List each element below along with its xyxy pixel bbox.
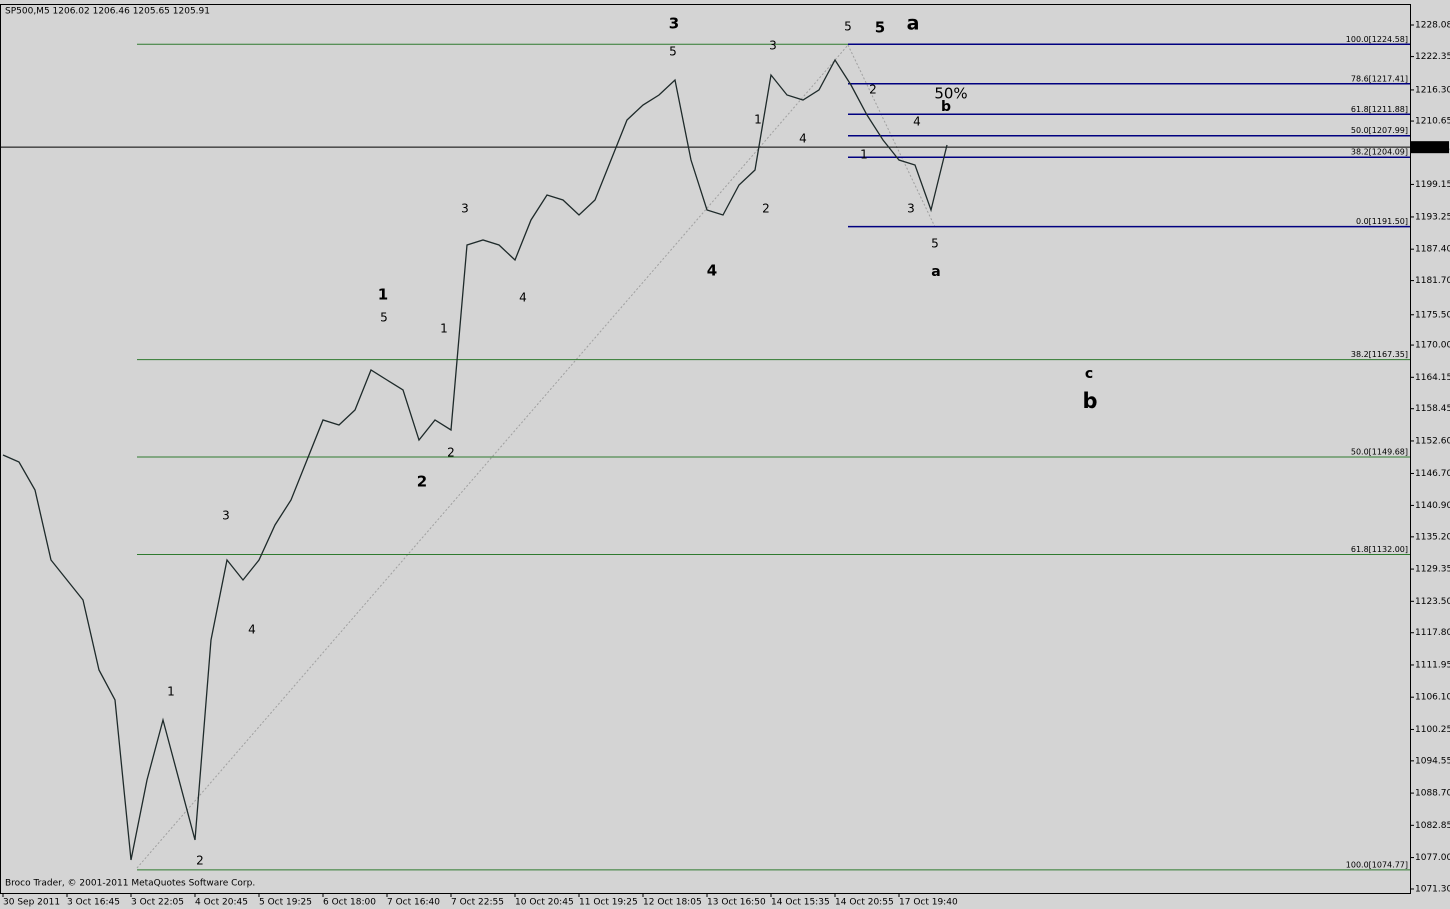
y-tick-label: 1187.40 (1415, 245, 1450, 255)
x-tick-label: 12 Oct 18:05 (643, 898, 702, 908)
fib-label: 100.0[1224.58] (1346, 35, 1408, 44)
wave-label: 2 (762, 202, 770, 216)
wave-label: c (1085, 366, 1093, 382)
wave-label: 1 (440, 322, 448, 336)
wave-label: 3 (461, 202, 469, 216)
wave-label: 3 (907, 202, 915, 216)
y-tick-label: 1158.45 (1415, 404, 1450, 414)
wave-label: 5 (931, 237, 939, 251)
y-tick-label: 1088.70 (1415, 789, 1450, 799)
wave-label: 3 (669, 15, 679, 33)
wave-label: 1 (167, 685, 175, 699)
x-tick-label: 3 Oct 16:45 (67, 898, 120, 908)
wave-label: 4 (248, 623, 256, 637)
y-tick-label: 1181.70 (1415, 276, 1450, 286)
plot-frame (0, 4, 1411, 894)
y-tick-label: 1082.85 (1415, 821, 1450, 831)
wave-label: 4 (913, 115, 921, 129)
x-tick-label: 11 Oct 19:25 (579, 898, 638, 908)
y-tick-label: 1175.50 (1415, 310, 1450, 320)
chart-title: SP500,M5 1206.02 1206.46 1205.65 1205.91 (5, 7, 210, 17)
wave-label: 3 (769, 39, 777, 53)
x-tick-label: 30 Sep 2011 (3, 898, 60, 908)
x-tick-label: 4 Oct 20:45 (195, 898, 248, 908)
wave-label: 5 (380, 311, 388, 325)
fib-label: 38.2[1204.09] (1351, 148, 1408, 157)
wave-label: 4 (707, 262, 717, 280)
wave-label: b (1082, 389, 1097, 413)
y-tick-label: 1100.25 (1415, 725, 1450, 735)
fib-label: 61.8[1211.88] (1351, 105, 1408, 114)
y-tick-label: 1123.50 (1415, 597, 1450, 607)
wave-label: a (907, 13, 920, 35)
x-tick-label: 6 Oct 18:00 (323, 898, 376, 908)
wave-label: 5 (875, 19, 885, 37)
x-tick-label: 7 Oct 16:40 (387, 898, 440, 908)
wave-label: 1 (860, 148, 868, 162)
wave-label: 1 (754, 113, 762, 127)
footer: Broco Trader, © 2001-2011 MetaQuotes Sof… (5, 879, 255, 889)
wave-label: 2 (869, 83, 877, 97)
wave-label: 2 (196, 854, 204, 868)
y-tick-label: 1228.08 (1415, 21, 1450, 31)
x-tick-label: 13 Oct 16:50 (707, 898, 766, 908)
price-box (1411, 141, 1449, 154)
wave-label: 3 (222, 509, 230, 523)
fib-label: 61.8[1132.00] (1351, 545, 1408, 554)
y-tick-label: 1111.95 (1415, 660, 1450, 670)
y-tick-label: 1216.30 (1415, 85, 1450, 95)
y-tick-label: 1094.55 (1415, 756, 1450, 766)
x-tick-label: 14 Oct 15:35 (771, 898, 830, 908)
x-tick-label: 5 Oct 19:25 (259, 898, 312, 908)
fib-label: 0.0[1191.50] (1356, 217, 1408, 226)
y-tick-label: 1077.00 (1415, 853, 1450, 863)
y-tick-label: 1117.80 (1415, 628, 1450, 638)
y-tick-label: 1164.15 (1415, 373, 1450, 383)
fib-label: 78.6[1217.41] (1351, 74, 1408, 83)
y-tick-label: 1170.00 (1415, 341, 1450, 351)
y-tick-label: 1140.90 (1415, 501, 1450, 511)
y-tick-label: 1199.15 (1415, 180, 1450, 190)
y-tick-label: 1152.60 (1415, 436, 1450, 446)
y-tick-label: 1222.35 (1415, 52, 1450, 62)
trend-line (136, 44, 849, 869)
wave-label: 2 (417, 473, 427, 491)
fib-label: 38.2[1167.35] (1351, 350, 1408, 359)
y-tick-label: 1210.65 (1415, 117, 1450, 127)
wave-label: 5 (669, 45, 677, 59)
price-line (2, 58, 948, 861)
wave-label: 5 (844, 20, 852, 34)
wave-label: 50% (934, 85, 967, 103)
wave-label: 1 (378, 286, 388, 304)
current-price-label: 1205.91 (1413, 143, 1450, 153)
y-tick-label: 1106.10 (1415, 693, 1450, 703)
y-tick-label: 1193.25 (1415, 212, 1450, 222)
wave-label: 4 (519, 291, 527, 305)
y-tick-label: 1129.35 (1415, 565, 1450, 575)
wave-label: 4 (799, 132, 807, 146)
x-tick-label: 7 Oct 22:55 (451, 898, 504, 908)
x-tick-label: 3 Oct 22:05 (131, 898, 184, 908)
x-tick-label: 14 Oct 20:55 (835, 898, 894, 908)
wave-label: a (931, 264, 940, 280)
x-tick-label: 10 Oct 20:45 (515, 898, 574, 908)
y-tick-label: 1071.30 (1415, 884, 1450, 894)
y-tick-label: 1135.20 (1415, 532, 1450, 542)
fib-label: 50.0[1149.68] (1351, 448, 1408, 457)
fib-label: 50.0[1207.99] (1351, 126, 1408, 135)
y-tick-label: 1146.70 (1415, 469, 1450, 479)
fib-label: 100.0[1074.77] (1346, 860, 1408, 869)
wave-label: b (941, 99, 951, 115)
x-tick-label: 17 Oct 19:40 (899, 898, 958, 908)
wave-label: 2 (447, 446, 455, 460)
